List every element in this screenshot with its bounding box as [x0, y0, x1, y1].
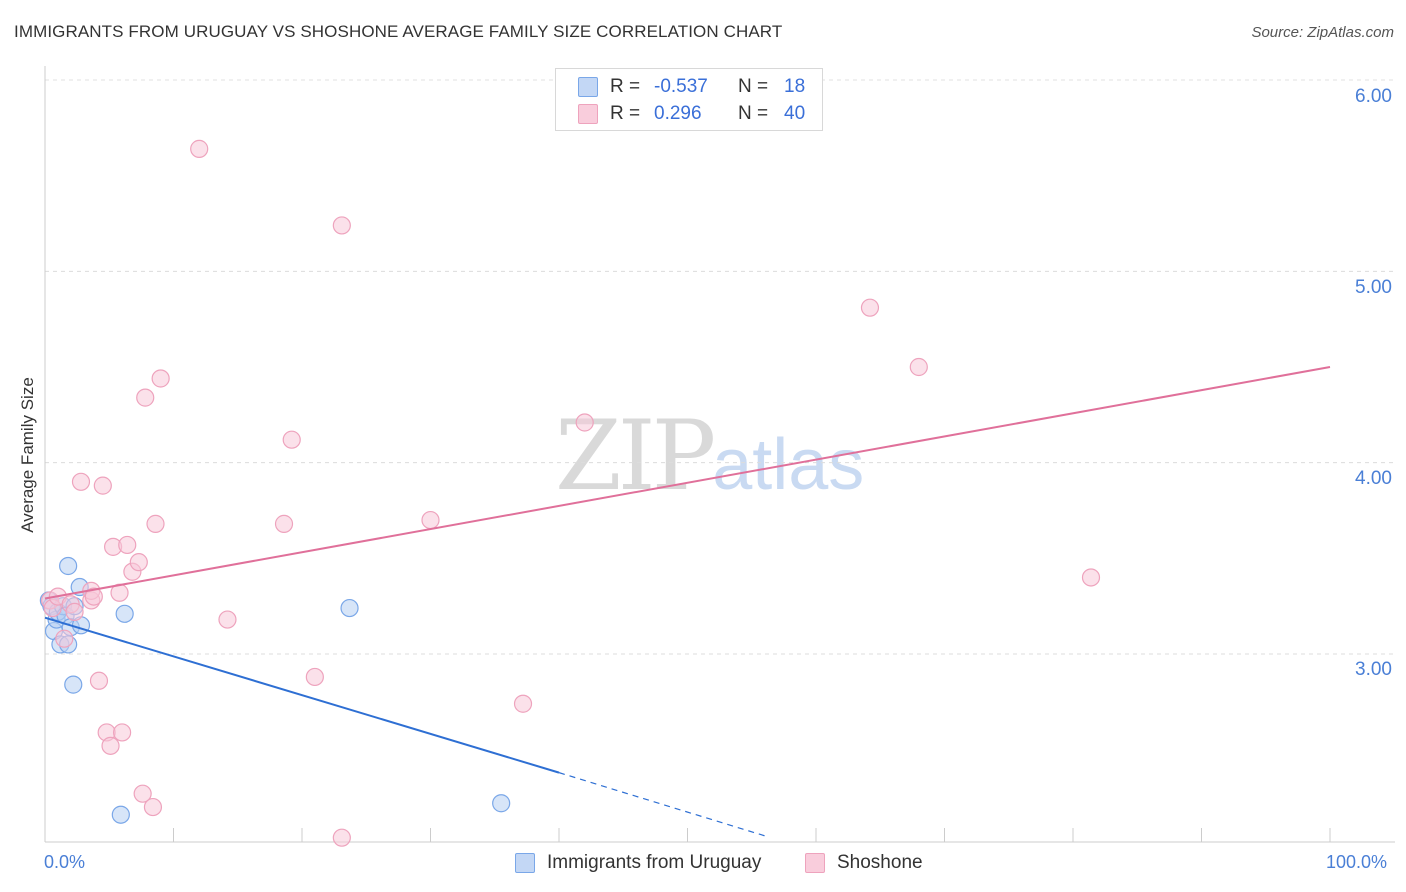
n-value: 40 — [784, 103, 806, 124]
shoshone-point — [101, 736, 120, 755]
shoshone-trendline — [44, 366, 1331, 600]
shoshone-point — [112, 723, 132, 742]
shoshone-point — [218, 610, 237, 629]
shoshone-point — [421, 510, 440, 530]
shoshone-point — [860, 298, 880, 317]
r-value: -0.537 — [654, 76, 708, 97]
shoshone-point — [55, 629, 74, 648]
shoshone-point — [332, 216, 351, 235]
shoshone-point — [136, 388, 155, 407]
uruguay-point — [59, 556, 78, 576]
shoshone-point — [65, 602, 84, 622]
shoshone-point — [1081, 568, 1101, 587]
r-value: 0.296 — [654, 103, 702, 124]
shoshone-point — [282, 430, 301, 449]
chart-title: IMMIGRANTS FROM URUGUAY VS SHOSHONE AVER… — [14, 22, 783, 41]
r-label: R = — [610, 76, 641, 97]
y-tick-label: 4.00 — [1355, 468, 1392, 489]
uruguay-point — [111, 805, 130, 824]
shoshone-point — [129, 553, 148, 572]
shoshone-point — [909, 357, 928, 377]
shoshone-point — [151, 369, 170, 388]
shoshone-point — [89, 671, 109, 690]
shoshone-point — [146, 514, 165, 533]
shoshone-swatch — [578, 104, 598, 124]
uruguay-point — [492, 794, 511, 813]
shoshone-point — [190, 139, 209, 158]
uruguay-point — [115, 604, 134, 623]
shoshone-point — [71, 472, 91, 491]
shoshone-point — [143, 797, 163, 817]
series-legend: Immigrants from Uruguay Shoshone — [0, 852, 1406, 876]
shoshone-point — [513, 694, 533, 713]
stats-legend-row-shoshone: R = 0.296 N = 40 — [578, 102, 805, 126]
legend-label: Immigrants from Uruguay — [547, 852, 762, 873]
r-label: R = — [610, 103, 641, 124]
stats-legend: R = -0.537 N = 18 R = 0.296 N = 40 — [555, 68, 823, 131]
uruguay-legend-swatch — [515, 853, 535, 873]
x-tick-label-max: 100.0% — [1326, 852, 1388, 872]
shoshone-point — [274, 514, 294, 533]
legend-item-shoshone[interactable]: Shoshone — [805, 852, 923, 874]
stats-legend-row-uruguay: R = -0.537 N = 18 — [578, 75, 805, 99]
shoshone-point — [332, 828, 351, 847]
uruguay-trendline — [44, 616, 560, 774]
shoshone-legend-swatch — [805, 853, 825, 873]
shoshone-point — [305, 667, 324, 687]
n-label: N = — [738, 76, 769, 97]
chart-source: Source: ZipAtlas.com — [1251, 24, 1394, 41]
legend-item-uruguay[interactable]: Immigrants from Uruguay — [515, 852, 761, 874]
uruguay-point — [64, 675, 83, 694]
shoshone-point — [575, 413, 594, 432]
y-tick-label: 5.00 — [1355, 277, 1392, 298]
shoshone-point — [93, 476, 112, 495]
y-tick-label: 3.00 — [1355, 659, 1392, 680]
legend-label: Shoshone — [837, 852, 923, 873]
y-tick-label: 6.00 — [1355, 86, 1392, 107]
shoshone-point — [84, 587, 103, 606]
shoshone-point — [133, 784, 152, 803]
watermark: ZIPatlas — [555, 400, 864, 512]
uruguay-trendline-extrapolated — [558, 772, 765, 837]
n-value: 18 — [784, 76, 806, 97]
uruguay-point — [340, 598, 359, 618]
n-label: N = — [738, 103, 769, 124]
uruguay-swatch — [578, 77, 598, 97]
x-tick-label-min: 0.0% — [44, 852, 86, 872]
shoshone-point — [118, 535, 137, 555]
